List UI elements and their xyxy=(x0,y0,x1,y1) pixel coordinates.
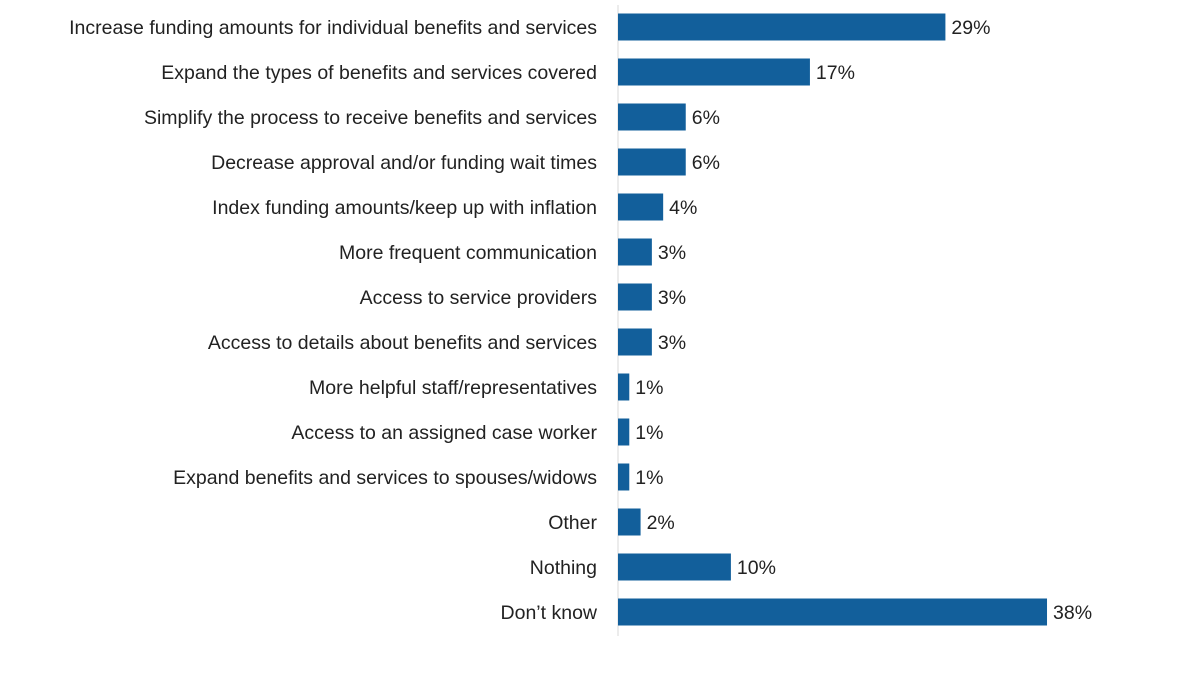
bar xyxy=(618,238,652,266)
bar xyxy=(618,373,630,401)
value-label: 3% xyxy=(658,332,686,354)
category-label: More frequent communication xyxy=(339,242,597,264)
category-label: Expand the types of benefits and service… xyxy=(161,62,597,84)
category-label: Access to details about benefits and ser… xyxy=(208,332,597,354)
bar xyxy=(618,418,630,446)
value-label: 1% xyxy=(635,467,663,489)
bar xyxy=(618,148,686,176)
category-label: Expand benefits and services to spouses/… xyxy=(173,467,597,489)
value-label: 4% xyxy=(669,197,697,219)
value-label: 38% xyxy=(1053,602,1092,624)
category-label: Decrease approval and/or funding wait ti… xyxy=(211,152,597,174)
category-label: Access to an assigned case worker xyxy=(291,422,597,444)
category-label: Index funding amounts/keep up with infla… xyxy=(212,197,597,219)
bar xyxy=(618,598,1048,626)
bar xyxy=(618,553,731,581)
category-label: Access to service providers xyxy=(360,287,598,309)
value-label: 2% xyxy=(647,512,675,534)
bar xyxy=(618,193,664,221)
value-label: 29% xyxy=(951,17,990,39)
category-label: Simplify the process to receive benefits… xyxy=(144,107,597,129)
bar xyxy=(618,103,686,131)
value-label: 3% xyxy=(658,242,686,264)
value-label: 1% xyxy=(635,377,663,399)
bar xyxy=(618,463,630,491)
category-label: More helpful staff/representatives xyxy=(309,377,597,399)
value-label: 3% xyxy=(658,287,686,309)
value-label: 6% xyxy=(692,152,720,174)
category-label: Don’t know xyxy=(501,602,598,624)
category-label: Nothing xyxy=(530,557,597,579)
value-label: 17% xyxy=(816,62,855,84)
bar xyxy=(618,58,810,86)
value-label: 6% xyxy=(692,107,720,129)
value-label: 1% xyxy=(635,422,663,444)
value-label: 10% xyxy=(737,557,776,579)
category-label: Increase funding amounts for individual … xyxy=(69,17,597,39)
bar xyxy=(618,283,652,311)
bar xyxy=(618,508,641,536)
bar xyxy=(618,328,652,356)
bar xyxy=(618,13,946,41)
category-label: Other xyxy=(548,512,597,534)
